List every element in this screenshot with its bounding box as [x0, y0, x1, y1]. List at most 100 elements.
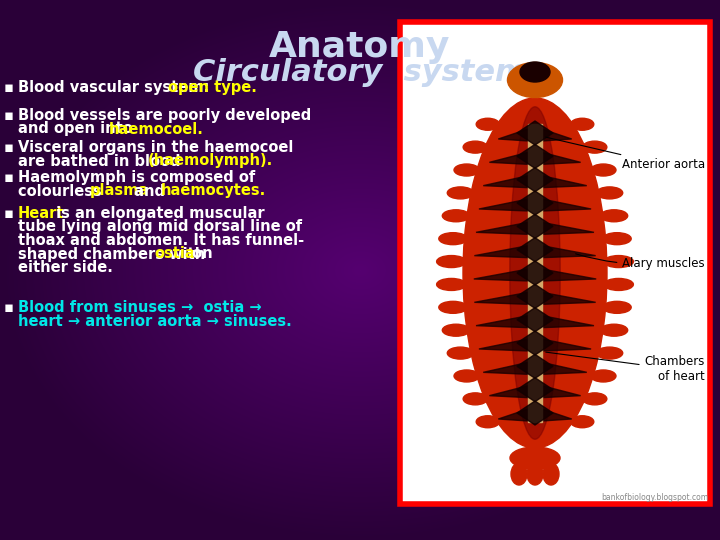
- Text: and: and: [129, 184, 170, 199]
- Ellipse shape: [442, 210, 469, 222]
- Polygon shape: [542, 129, 572, 141]
- Polygon shape: [517, 167, 553, 192]
- Polygon shape: [479, 199, 528, 211]
- Text: Heart: Heart: [18, 206, 65, 221]
- Ellipse shape: [600, 324, 628, 336]
- Polygon shape: [517, 144, 553, 168]
- Polygon shape: [542, 246, 595, 258]
- Text: bankofbiology.blogspot.com: bankofbiology.blogspot.com: [601, 493, 708, 502]
- Text: are bathed in blood: are bathed in blood: [18, 153, 186, 168]
- Polygon shape: [476, 222, 528, 234]
- Text: ▪: ▪: [4, 170, 14, 185]
- Polygon shape: [542, 316, 594, 328]
- Polygon shape: [490, 386, 528, 397]
- Text: haemocytes.: haemocytes.: [161, 184, 266, 199]
- Ellipse shape: [508, 63, 562, 98]
- Ellipse shape: [600, 210, 628, 222]
- Text: plasma: plasma: [89, 184, 149, 199]
- Text: tube lying along mid dorsal line of: tube lying along mid dorsal line of: [18, 219, 302, 234]
- Ellipse shape: [590, 370, 616, 382]
- Bar: [528, 124, 542, 422]
- Ellipse shape: [436, 255, 466, 267]
- Ellipse shape: [447, 347, 474, 359]
- Ellipse shape: [571, 416, 594, 428]
- Polygon shape: [517, 308, 553, 332]
- Polygon shape: [498, 129, 528, 141]
- Polygon shape: [542, 339, 591, 351]
- Text: Circulatory  system: Circulatory system: [193, 58, 527, 87]
- Polygon shape: [474, 246, 528, 258]
- Polygon shape: [517, 121, 553, 145]
- Ellipse shape: [476, 416, 500, 428]
- Ellipse shape: [543, 463, 559, 485]
- Ellipse shape: [454, 370, 480, 382]
- Ellipse shape: [596, 347, 623, 359]
- Polygon shape: [517, 214, 553, 238]
- Text: Chambers
of heart: Chambers of heart: [546, 352, 705, 383]
- Text: colourless: colourless: [18, 184, 107, 199]
- Text: on: on: [187, 246, 213, 261]
- Ellipse shape: [604, 279, 634, 291]
- Text: Blood from sinuses →  ostia →: Blood from sinuses → ostia →: [18, 300, 261, 315]
- Text: Visceral organs in the haemocoel: Visceral organs in the haemocoel: [18, 140, 293, 155]
- Text: heart → anterior aorta → sinuses.: heart → anterior aorta → sinuses.: [18, 314, 292, 328]
- Text: shaped chambers with: shaped chambers with: [18, 246, 210, 261]
- Ellipse shape: [510, 447, 560, 469]
- Ellipse shape: [463, 141, 487, 153]
- Ellipse shape: [582, 393, 607, 405]
- Ellipse shape: [590, 164, 616, 176]
- Text: ▪: ▪: [4, 80, 14, 95]
- Text: haemocoel.: haemocoel.: [109, 122, 204, 137]
- Polygon shape: [542, 386, 580, 397]
- Polygon shape: [474, 269, 528, 281]
- Text: open type.: open type.: [168, 80, 256, 95]
- Ellipse shape: [596, 187, 623, 199]
- Polygon shape: [542, 199, 591, 211]
- Polygon shape: [517, 285, 553, 308]
- Polygon shape: [483, 362, 528, 374]
- Bar: [400, 22, 710, 504]
- Ellipse shape: [463, 98, 607, 448]
- Ellipse shape: [520, 62, 550, 82]
- Polygon shape: [479, 339, 528, 351]
- Polygon shape: [476, 316, 528, 328]
- Text: ▪: ▪: [4, 108, 14, 123]
- Polygon shape: [542, 409, 572, 421]
- Ellipse shape: [603, 233, 631, 245]
- Polygon shape: [517, 331, 553, 355]
- Ellipse shape: [511, 463, 527, 485]
- Polygon shape: [542, 269, 596, 281]
- Text: Haemolymph is composed of: Haemolymph is composed of: [18, 170, 256, 185]
- Text: Blood vascular system:: Blood vascular system:: [18, 80, 215, 95]
- Ellipse shape: [527, 463, 543, 485]
- Polygon shape: [517, 238, 553, 262]
- Ellipse shape: [463, 393, 487, 405]
- Polygon shape: [542, 176, 587, 188]
- Ellipse shape: [454, 164, 480, 176]
- Polygon shape: [517, 191, 553, 215]
- Ellipse shape: [438, 301, 467, 313]
- Polygon shape: [474, 292, 528, 305]
- Ellipse shape: [442, 324, 469, 336]
- Polygon shape: [517, 261, 553, 285]
- Text: (haemolymph).: (haemolymph).: [148, 153, 274, 168]
- Text: ▪: ▪: [4, 206, 14, 221]
- Polygon shape: [517, 401, 553, 425]
- Ellipse shape: [476, 118, 500, 130]
- Polygon shape: [490, 152, 528, 164]
- Polygon shape: [542, 152, 580, 164]
- Text: Anterior aorta: Anterior aorta: [546, 137, 705, 171]
- Polygon shape: [542, 362, 587, 374]
- Polygon shape: [483, 176, 528, 188]
- Ellipse shape: [438, 233, 467, 245]
- Text: either side.: either side.: [18, 260, 113, 275]
- Text: Blood vessels are poorly developed: Blood vessels are poorly developed: [18, 108, 311, 123]
- Text: Alary muscles: Alary muscles: [576, 254, 705, 269]
- Polygon shape: [542, 222, 594, 234]
- Ellipse shape: [582, 141, 607, 153]
- Text: ▪: ▪: [4, 300, 14, 315]
- Ellipse shape: [603, 301, 631, 313]
- Polygon shape: [517, 354, 553, 379]
- Polygon shape: [517, 377, 553, 402]
- Text: ▪: ▪: [4, 140, 14, 155]
